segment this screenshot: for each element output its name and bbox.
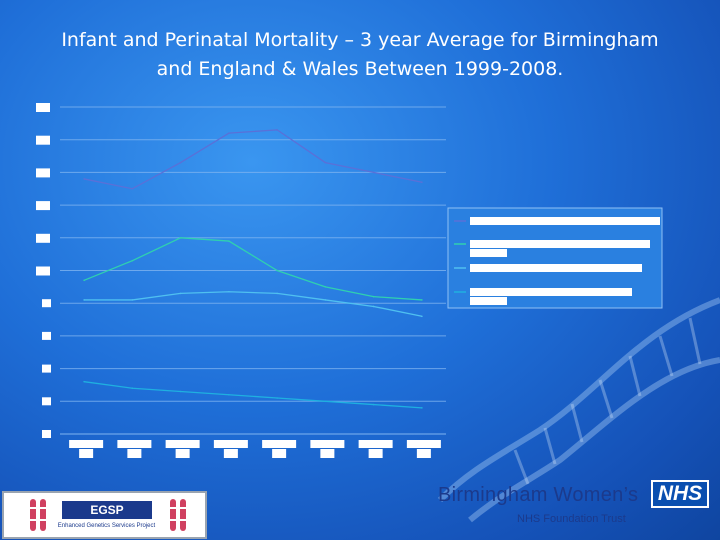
slide-title-line-2: and England & Wales Between 1999-2008. (156, 58, 564, 80)
y-tick-label (42, 430, 51, 438)
legend-entry (454, 217, 660, 225)
y-tick-label (42, 397, 51, 406)
data-point (228, 240, 230, 242)
y-axis-tick-labels (36, 103, 51, 438)
data-point (83, 380, 85, 383)
data-point (372, 403, 375, 406)
chart-gridlines (60, 106, 446, 435)
data-point (421, 407, 423, 409)
data-point (228, 393, 230, 396)
x-tick-label (165, 440, 200, 458)
data-point (179, 292, 182, 295)
y-tick-label (42, 364, 51, 373)
data-point (83, 178, 85, 180)
data-point (276, 397, 278, 399)
data-point (131, 387, 134, 390)
y-tick-label (36, 266, 50, 276)
y-tick-label (42, 299, 51, 308)
legend-entry (454, 240, 650, 257)
data-point (276, 269, 278, 272)
egsp-logo-text: EGSP (62, 501, 152, 519)
data-point (131, 187, 134, 190)
x-tick-label (117, 440, 152, 458)
chart-series (83, 129, 423, 409)
data-point (179, 161, 182, 164)
data-point (372, 305, 375, 308)
data-point (324, 286, 327, 288)
data-point (179, 237, 182, 239)
y-tick-label (36, 233, 50, 243)
data-point (228, 132, 230, 134)
y-tick-label (36, 135, 50, 145)
legend-entry (454, 288, 632, 305)
nhs-logo: NHS (651, 480, 709, 508)
legend-entry (454, 264, 642, 272)
data-point (179, 390, 182, 393)
egsp-logo: EGSP Enhanced Genetics Services Project (2, 491, 207, 539)
y-tick-label (36, 103, 50, 112)
y-tick-label (36, 201, 50, 211)
data-point (83, 279, 85, 282)
chromosome-icon (30, 499, 186, 531)
slide-title: Infant and Perinatal Mortality – 3 year … (20, 26, 700, 84)
x-tick-label (310, 440, 345, 458)
chart-legend (447, 207, 663, 309)
data-point (228, 290, 230, 293)
x-tick-label (406, 440, 441, 458)
data-point (372, 171, 375, 174)
data-point (131, 299, 134, 301)
series-line-4 (84, 381, 422, 409)
data-point (421, 181, 423, 184)
data-point (83, 299, 85, 301)
data-point (372, 295, 375, 298)
trust-label: NHS Foundation Trust (517, 513, 626, 525)
data-point (276, 292, 278, 295)
data-point (324, 161, 327, 164)
x-axis-tick-labels (69, 440, 441, 458)
x-tick-label (262, 440, 297, 458)
data-point (276, 129, 278, 131)
series-line-2 (83, 237, 422, 301)
x-tick-label (213, 440, 248, 458)
data-point (324, 400, 327, 403)
y-tick-label (42, 331, 51, 340)
organisation-name: Birmingham Women’s (438, 484, 639, 506)
data-point (421, 315, 423, 318)
series-line-3 (84, 291, 423, 317)
data-point (131, 259, 134, 262)
y-tick-label (36, 168, 50, 178)
x-tick-label (358, 440, 393, 458)
slide-title-line-1: Infant and Perinatal Mortality – 3 year … (61, 29, 659, 51)
egsp-subtitle: Enhanced Genetics Services Project (57, 523, 156, 529)
x-tick-label (69, 440, 104, 458)
data-point (324, 299, 327, 301)
data-point (421, 299, 423, 301)
series-line-1 (83, 129, 423, 190)
